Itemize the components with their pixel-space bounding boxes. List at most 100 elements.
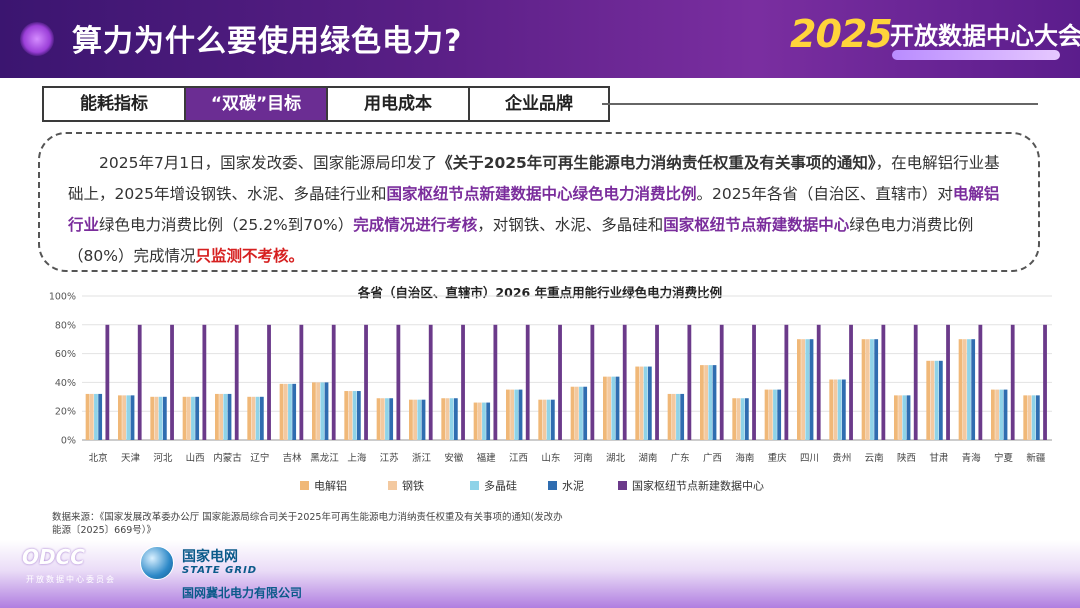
bar-3 [906, 395, 911, 440]
bar-1 [89, 393, 94, 440]
bar-2 [482, 402, 486, 440]
bar-0 [667, 393, 672, 440]
company-name: 国网冀北电力有限公司 [182, 586, 303, 600]
bar-1 [898, 395, 902, 440]
bar-1 [574, 386, 579, 440]
bar-1 [122, 395, 126, 440]
bar-2 [902, 395, 907, 440]
y-tick-label: 20% [55, 407, 76, 418]
bar-4 [525, 324, 530, 440]
bar-2 [740, 398, 745, 440]
x-tick-label: 新疆 [1026, 452, 1046, 464]
x-tick-label: 重庆 [768, 452, 788, 464]
bar-0 [958, 339, 963, 440]
bar-1 [445, 398, 450, 440]
bar-1 [1027, 395, 1032, 440]
bar-4 [428, 324, 433, 440]
bar-0 [764, 389, 769, 440]
notice-highlight: 国家枢纽节点新建数据中心 [663, 216, 850, 234]
bar-2 [870, 339, 874, 440]
bar-4 [590, 324, 595, 440]
bar-0 [861, 339, 866, 440]
bar-2 [579, 386, 583, 440]
legend-swatch [300, 481, 309, 490]
bar-3 [647, 366, 652, 440]
bar-0 [473, 402, 478, 440]
bar-4 [558, 324, 562, 440]
tab-energy-index[interactable]: 能耗指标 [44, 88, 186, 120]
x-tick-label: 江苏 [380, 452, 400, 464]
bar-4 [396, 324, 401, 440]
legend-swatch [618, 481, 627, 490]
bar-4 [687, 324, 692, 440]
bar-0 [150, 396, 155, 440]
bar-0 [441, 398, 446, 440]
bar-4 [655, 324, 659, 440]
bar-2 [708, 365, 713, 440]
bar-0 [279, 383, 284, 440]
bar-1 [639, 366, 644, 440]
x-tick-label: 山东 [541, 452, 560, 464]
x-tick-label: 江西 [509, 453, 528, 464]
bar-4 [299, 324, 304, 440]
notice-text: 绿色电力消费比例（25.2%到70%） [99, 216, 354, 234]
bar-4 [622, 324, 627, 440]
notice-doc-title: 《关于2025年可再生能源电力消纳责任权重及有关事项的通知》 [437, 154, 876, 172]
bar-1 [283, 383, 288, 440]
bar-0 [991, 389, 995, 440]
legend-label: 钢铁 [402, 480, 424, 493]
notice-text: 2025年7月1日，国家发改委、国家能源局印发了 [99, 154, 438, 172]
bar-0 [376, 398, 381, 440]
bar-1 [962, 339, 967, 440]
bar-chart: 0% 20% 40% 60% 80% 100% 北京 天津 河北 山西 内蒙古 辽宁 吉林 黑龙江 上海 江苏… [49, 292, 1052, 493]
bar-4 [267, 324, 271, 440]
logo-year: 2025 [790, 12, 893, 56]
bar-4 [1010, 324, 1015, 440]
bar-2 [805, 339, 810, 440]
bar-2 [320, 382, 325, 440]
bar-2 [255, 396, 260, 440]
x-tick-label: 甘肃 [929, 452, 948, 464]
bar-0 [247, 396, 252, 440]
tab-brand[interactable]: 企业品牌 [505, 94, 573, 114]
bar-0 [182, 396, 187, 440]
tab-bar: 能耗指标 “双碳”目标 用电成本 企业品牌 [42, 86, 610, 122]
bar-3 [550, 399, 555, 440]
notice-red-highlight: 只监测不考核。 [195, 247, 304, 265]
bar-4 [170, 324, 174, 440]
footer-band [0, 540, 1080, 608]
bar-4 [364, 324, 368, 440]
bar-1 [477, 402, 482, 440]
x-tick-label: 北京 [89, 452, 108, 464]
odcc-logo: ODCC [22, 545, 85, 569]
bar-4 [816, 324, 821, 440]
bar-3 [841, 379, 846, 440]
bar-4 [137, 324, 142, 440]
state-grid-en: STATE GRID [182, 565, 258, 576]
tab-power-cost[interactable]: 用电成本 [328, 88, 470, 120]
bar-3 [680, 393, 685, 440]
tab-dual-carbon[interactable]: “双碳”目标 [186, 88, 328, 120]
bar-2 [934, 360, 939, 440]
bar-3 [453, 398, 458, 440]
x-tick-label: 吉林 [283, 452, 303, 464]
bar-0 [215, 393, 219, 440]
bar-4 [881, 324, 886, 440]
y-tick-label: 100% [49, 292, 76, 303]
bar-0 [926, 360, 931, 440]
bar-4 [493, 324, 498, 440]
x-tick-label: 浙江 [412, 452, 432, 464]
bar-0 [829, 379, 834, 440]
bar-2 [126, 395, 131, 440]
legend-swatch [388, 481, 397, 490]
x-tick-label: 海南 [735, 452, 754, 464]
bar-3 [130, 395, 135, 440]
bar-3 [744, 398, 749, 440]
bar-4 [946, 324, 950, 440]
x-tick-label: 河南 [574, 452, 593, 464]
x-tick-label: 广西 [703, 452, 722, 464]
bar-2 [514, 389, 519, 440]
bar-4 [752, 324, 756, 440]
bar-4 [202, 324, 207, 440]
state-grid-globe-icon [140, 546, 174, 580]
